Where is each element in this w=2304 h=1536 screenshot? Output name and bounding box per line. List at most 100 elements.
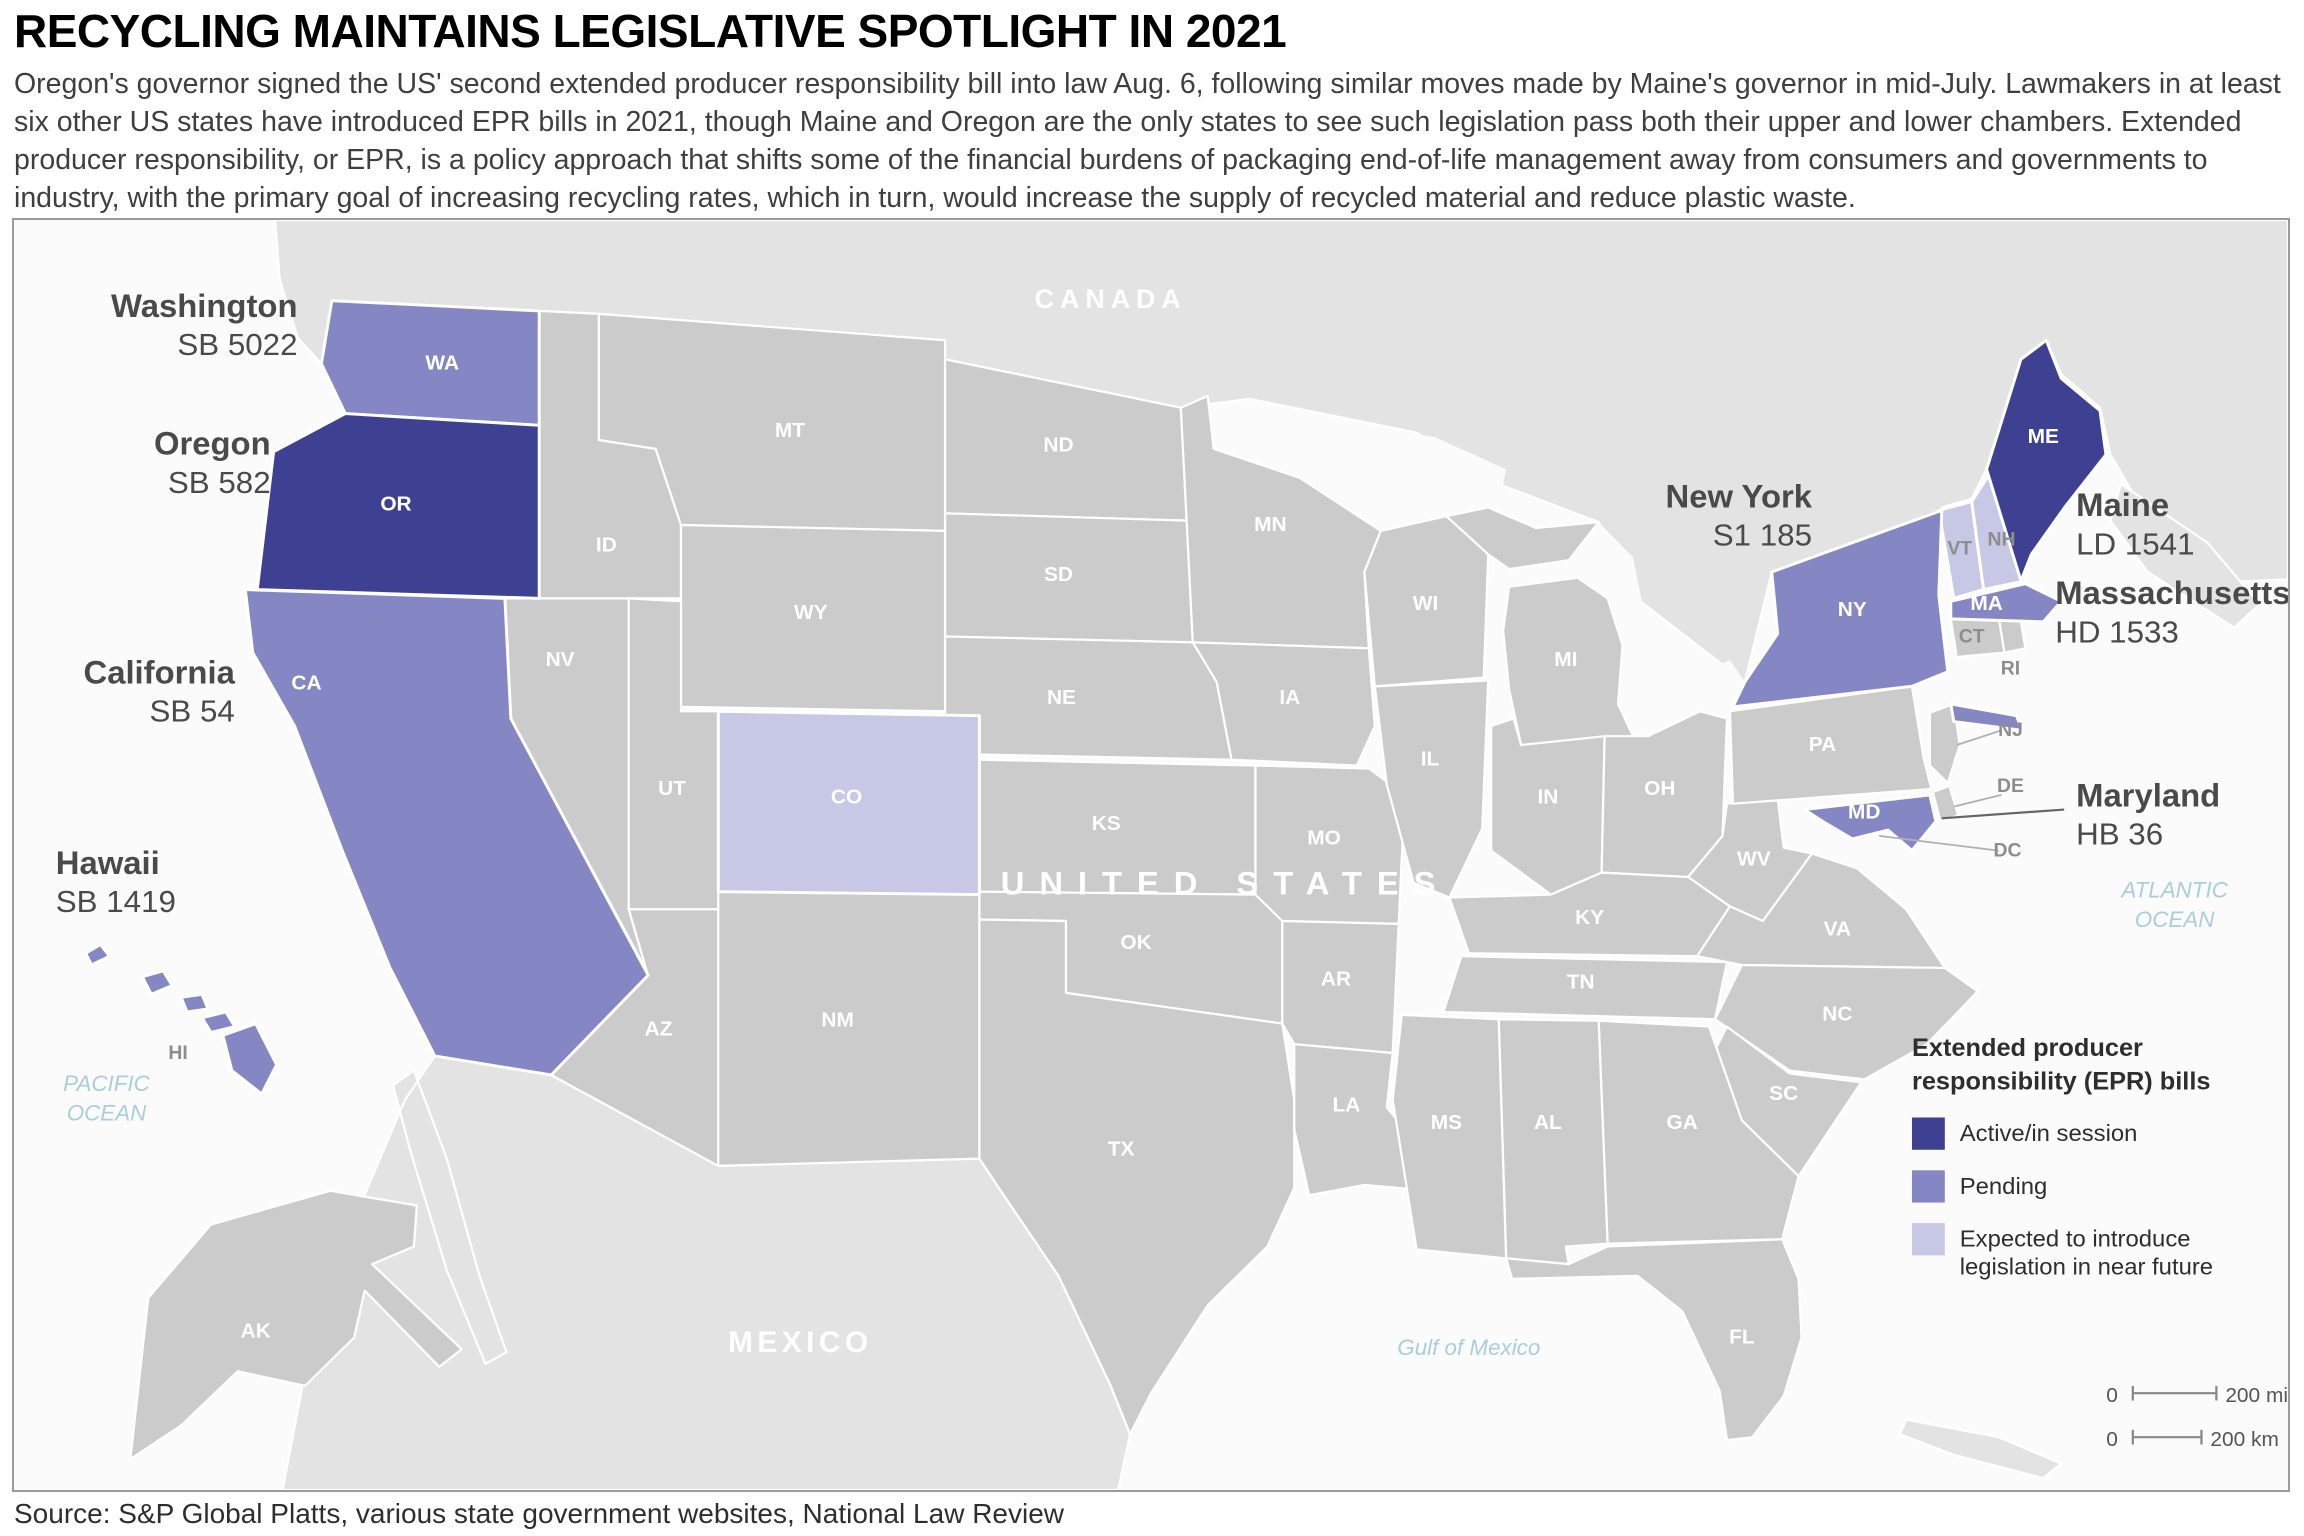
page-title: RECYCLING MAINTAINS LEGISLATIVE SPOTLIGH… — [14, 5, 1287, 57]
scale-mi-label: 200 mi — [2225, 1384, 2288, 1407]
state-label-ND: ND — [1043, 434, 1073, 457]
state-OR — [255, 412, 541, 600]
legend-label-expected-1: Expected to introduce — [1960, 1227, 2191, 1253]
state-label-ID: ID — [596, 534, 617, 557]
atlantic-ocean-label-2: OCEAN — [2135, 907, 2216, 932]
nova-scotia-region — [2109, 482, 2262, 630]
state-label-IL: IL — [1421, 748, 1440, 771]
state-FL — [1505, 1238, 1803, 1442]
state-label-ME: ME — [2028, 425, 2059, 448]
state-label-NY: NY — [1838, 598, 1867, 621]
state-label-MS: MS — [1431, 1111, 1462, 1134]
legend-label-active-1: Active/in session — [1960, 1121, 2138, 1147]
state-HI — [84, 942, 279, 1096]
state-label-MO: MO — [1307, 827, 1341, 850]
state-label-MD: MD — [1848, 800, 1881, 823]
us-epr-map: NV ID MT WY UT AZ NM ND SD NE KS OK TX MN IA MO AR LA WI IL… — [14, 220, 2288, 1490]
united-states-label: UNITED STATES — [1001, 866, 1451, 902]
canada-label: CANADA — [1035, 284, 1187, 314]
map-frame: NV ID MT WY UT AZ NM ND SD NE KS OK TX MN IA MO AR LA WI IL… — [12, 218, 2290, 1492]
callout-name-MD: Maryland — [2076, 778, 2220, 814]
callout-bill-HI: SB 1419 — [56, 884, 176, 919]
legend-title-line-2: responsibility (EPR) bills — [1912, 1068, 2211, 1096]
state-label-NC: NC — [1822, 1003, 1852, 1026]
pacific-ocean-label-2: OCEAN — [67, 1101, 148, 1126]
state-MD — [1803, 793, 1938, 853]
state-NY — [1731, 508, 2024, 732]
callout-bill-OR: SB 582 — [168, 465, 271, 500]
state-IA — [1191, 641, 1376, 767]
leader-line-DE — [1953, 794, 2002, 808]
state-label-PA: PA — [1809, 733, 1837, 756]
pacific-ocean-label: PACIFIC — [63, 1071, 151, 1096]
state-label-SD: SD — [1044, 563, 1073, 586]
state-label-LA: LA — [1333, 1094, 1361, 1117]
gulf-of-mexico-label: Gulf of Mexico — [1397, 1335, 1540, 1360]
state-label-CA: CA — [291, 671, 321, 694]
state-CO — [716, 709, 981, 897]
callout-name-HI: Hawaii — [56, 845, 160, 881]
callout-name-MA: Massachusetts — [2055, 575, 2288, 611]
state-VA — [1695, 852, 1946, 970]
state-label-AR: AR — [1321, 968, 1351, 991]
state-label-NM: NM — [821, 1009, 853, 1032]
legend-swatch-active — [1911, 1117, 1945, 1150]
cuba-region — [1898, 1418, 2064, 1480]
legend-swatch-pending — [1911, 1170, 1945, 1203]
state-label-IA: IA — [1279, 686, 1300, 709]
state-label-OH: OH — [1644, 777, 1675, 800]
state-MS — [1391, 1013, 1508, 1260]
lake-erie — [1628, 659, 1745, 737]
state-label-NE: NE — [1047, 686, 1076, 709]
state-label-CT: CT — [1959, 626, 1985, 647]
state-label-HI: HI — [168, 1043, 187, 1064]
state-label-NJ: NJ — [1998, 720, 2023, 741]
legend-title-line-1: Extended producer — [1912, 1034, 2143, 1062]
state-label-OK: OK — [1120, 931, 1151, 954]
legend-swatch-expected — [1911, 1223, 1945, 1256]
state-label-AZ: AZ — [645, 1018, 673, 1041]
state-TX — [978, 918, 1296, 1436]
leader-line-DC — [1879, 835, 1999, 852]
state-AZ — [550, 908, 720, 1168]
state-label-IN: IN — [1537, 786, 1558, 809]
state-MA — [1949, 582, 2063, 624]
state-label-FL: FL — [1729, 1326, 1755, 1349]
state-label-MA: MA — [1970, 592, 2003, 615]
state-label-DC: DC — [1993, 841, 2021, 862]
state-label-VT: VT — [1947, 539, 1972, 560]
leader-line-NJ — [1956, 729, 2002, 746]
callout-name-WA: Washington — [111, 288, 298, 324]
state-label-MI: MI — [1554, 648, 1577, 671]
state-label-UT: UT — [658, 777, 686, 800]
state-label-AL: AL — [1534, 1111, 1562, 1134]
scale-zero-km: 0 — [2106, 1428, 2118, 1451]
callout-name-ME: Maine — [2076, 487, 2169, 523]
state-DE — [1931, 784, 1960, 823]
state-label-MT: MT — [775, 419, 806, 442]
state-label-KS: KS — [1092, 812, 1121, 835]
state-label-WY: WY — [794, 601, 828, 624]
state-AK — [129, 1189, 463, 1461]
state-label-WA: WA — [425, 352, 459, 375]
scale-km-label: 200 km — [2210, 1428, 2278, 1451]
state-AL — [1497, 1018, 1609, 1266]
callout-bill-MD: HB 36 — [2076, 817, 2163, 852]
state-label-RI: RI — [2001, 659, 2020, 680]
state-label-VA: VA — [1824, 918, 1852, 941]
legend-label-pending-1: Pending — [1960, 1174, 2048, 1200]
state-label-CO: CO — [831, 786, 862, 809]
callout-bill-MA: HD 1533 — [2055, 615, 2179, 650]
state-MI — [1445, 506, 1635, 747]
state-CA — [243, 588, 650, 1077]
state-label-SC: SC — [1769, 1082, 1798, 1105]
mexico-label: MEXICO — [728, 1326, 873, 1359]
lake-superior — [1207, 407, 1507, 531]
state-label-WI: WI — [1413, 592, 1439, 615]
intro-paragraph: Oregon's governor signed the US' second … — [14, 68, 2281, 214]
legend-label-expected-2: legislation in near future — [1960, 1255, 2213, 1281]
scale-zero-mi: 0 — [2106, 1384, 2118, 1407]
state-label-TX: TX — [1108, 1138, 1135, 1161]
state-ME — [1985, 338, 2108, 583]
